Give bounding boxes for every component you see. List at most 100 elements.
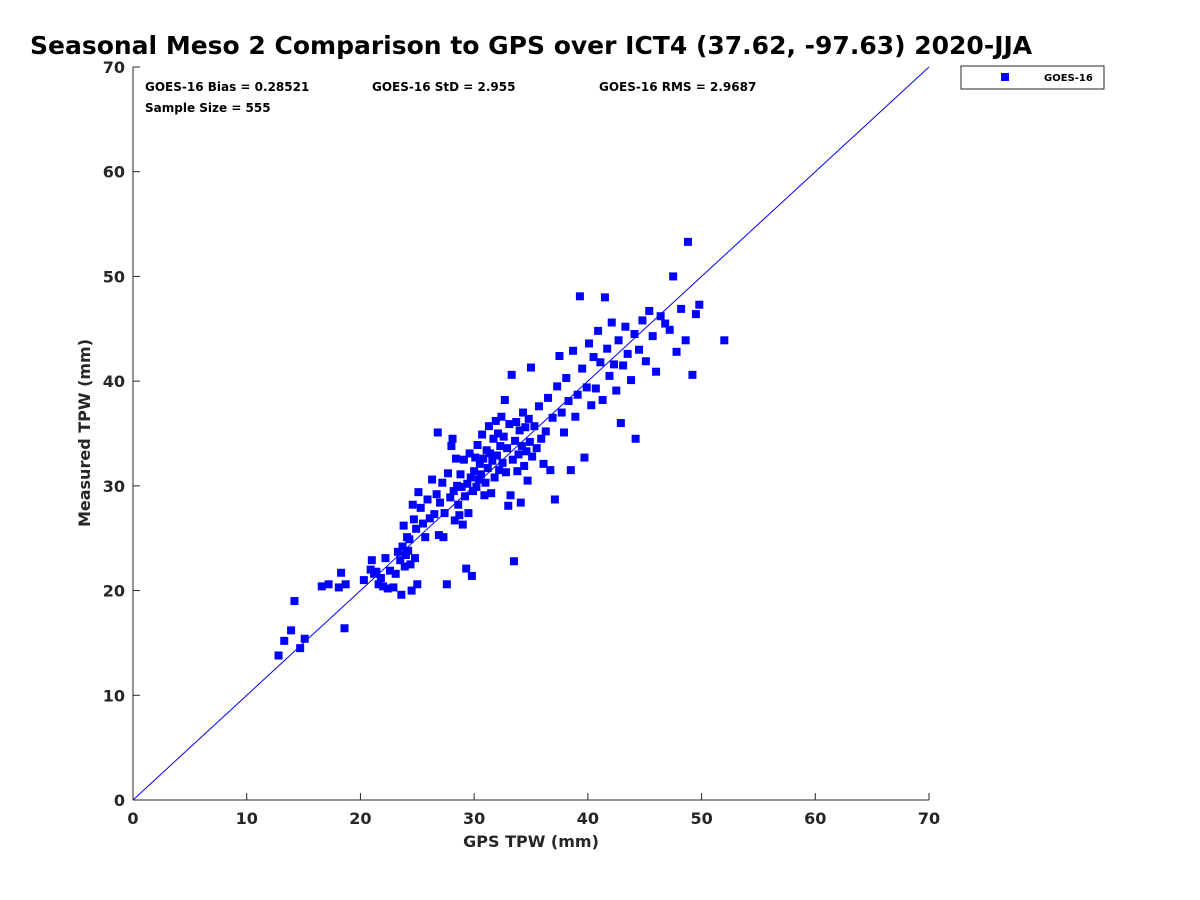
- data-point: [367, 556, 376, 565]
- data-point: [337, 568, 346, 577]
- data-point: [443, 469, 452, 478]
- data-point: [432, 490, 441, 499]
- data-point: [600, 293, 609, 302]
- data-point: [665, 325, 674, 334]
- data-point: [677, 304, 686, 313]
- x-axis-ticks: 0 10 20 30 40 50 60 70: [127, 793, 940, 828]
- data-point: [409, 515, 418, 524]
- data-point: [669, 272, 678, 281]
- data-point: [428, 475, 437, 484]
- y-tick-label: 20: [103, 582, 125, 601]
- data-point: [411, 554, 420, 563]
- data-point: [418, 519, 427, 528]
- data-point: [506, 491, 515, 500]
- data-point: [575, 292, 584, 301]
- data-point: [517, 442, 526, 451]
- data-point: [508, 455, 517, 464]
- data-point: [484, 422, 493, 431]
- data-point: [603, 344, 612, 353]
- data-point: [391, 569, 400, 578]
- data-point: [421, 533, 430, 542]
- data-point: [464, 509, 473, 518]
- rms-stat: GOES-16 RMS = 2.9687: [599, 80, 756, 94]
- data-point: [469, 487, 478, 496]
- data-point: [400, 562, 409, 571]
- data-point: [450, 516, 459, 525]
- data-point: [414, 488, 423, 497]
- data-point: [472, 482, 481, 491]
- data-point: [589, 353, 598, 362]
- y-tick-label: 40: [103, 372, 125, 391]
- data-point: [623, 349, 632, 358]
- y-tick-label: 70: [103, 58, 125, 77]
- data-point: [300, 634, 309, 643]
- data-point: [578, 364, 587, 373]
- data-point: [566, 466, 575, 475]
- x-tick-label: 10: [236, 809, 258, 828]
- x-tick-label: 0: [127, 809, 138, 828]
- data-point: [280, 636, 289, 645]
- data-point: [389, 583, 398, 592]
- data-point: [516, 498, 525, 507]
- data-point: [541, 427, 550, 436]
- data-point: [524, 414, 533, 423]
- data-point: [573, 390, 582, 399]
- data-point: [416, 503, 425, 512]
- data-point: [582, 383, 591, 392]
- data-point: [483, 464, 492, 473]
- data-points: [274, 237, 729, 660]
- data-point: [509, 557, 518, 566]
- data-point: [532, 444, 541, 453]
- data-point: [523, 476, 532, 485]
- data-point: [500, 395, 509, 404]
- data-point: [447, 442, 456, 451]
- data-point: [274, 651, 283, 660]
- data-point: [614, 336, 623, 345]
- data-point: [553, 382, 562, 391]
- data-point: [439, 533, 448, 542]
- data-point: [383, 584, 392, 593]
- data-point: [522, 447, 531, 456]
- data-point: [290, 597, 299, 606]
- data-point: [534, 402, 543, 411]
- one-to-one-line: [132, 66, 930, 801]
- data-point: [610, 360, 619, 369]
- data-point: [695, 300, 704, 309]
- data-point: [492, 451, 501, 460]
- y-tick-label: 0: [114, 791, 125, 810]
- data-point: [462, 564, 471, 573]
- data-point: [491, 416, 500, 425]
- data-point: [683, 237, 692, 246]
- data-point: [571, 412, 580, 421]
- std-stat: GOES-16 StD = 2.955: [372, 80, 515, 94]
- data-point: [480, 491, 489, 500]
- data-point: [470, 467, 479, 476]
- data-point: [507, 370, 516, 379]
- data-point: [287, 626, 296, 635]
- data-point: [515, 426, 524, 435]
- data-point: [641, 357, 650, 366]
- data-point: [406, 560, 415, 569]
- data-point: [648, 332, 657, 341]
- data-point: [459, 455, 468, 464]
- data-point: [550, 495, 559, 504]
- y-tick-label: 30: [103, 477, 125, 496]
- x-tick-label: 60: [804, 809, 826, 828]
- data-point: [505, 420, 514, 429]
- data-point: [456, 470, 465, 479]
- data-point: [498, 458, 507, 467]
- data-point: [334, 583, 343, 592]
- data-point: [473, 441, 482, 450]
- data-point: [720, 336, 729, 345]
- data-point: [433, 428, 442, 437]
- x-tick-label: 30: [463, 809, 485, 828]
- data-point: [511, 436, 520, 445]
- data-point: [584, 339, 593, 348]
- data-point: [467, 571, 476, 580]
- data-point: [434, 531, 443, 540]
- data-point: [475, 459, 484, 468]
- data-point: [442, 580, 451, 589]
- data-point: [691, 310, 700, 319]
- data-point: [488, 456, 497, 465]
- data-point: [539, 459, 548, 468]
